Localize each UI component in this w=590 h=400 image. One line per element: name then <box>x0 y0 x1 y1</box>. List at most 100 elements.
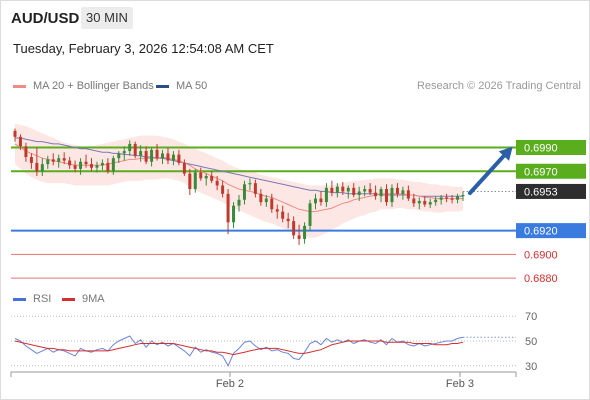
candle-body <box>84 161 88 165</box>
candle-body <box>286 218 290 222</box>
candle-body <box>385 189 389 203</box>
candle-body <box>18 136 22 147</box>
candle-body <box>199 172 203 179</box>
candle-body <box>390 187 394 203</box>
ma20-line <box>14 143 463 213</box>
candle-body <box>188 173 192 190</box>
rsi-tick-50: 50 <box>525 336 537 348</box>
candle-body <box>341 186 345 192</box>
candle-body <box>62 158 66 161</box>
candle-body <box>46 159 50 165</box>
candle-body <box>193 172 197 190</box>
candle-body <box>111 158 115 172</box>
candle-body <box>368 189 372 193</box>
legend-ma20: MA 20 + Bollinger Bands <box>13 80 154 92</box>
candle-body <box>319 198 323 203</box>
rsi-label: RSI <box>33 293 52 305</box>
candle-body <box>79 161 83 169</box>
ma50-label: MA 50 <box>176 80 208 92</box>
candle-body <box>445 197 449 199</box>
legend-9ma: 9MA <box>62 293 105 305</box>
candle-body <box>215 180 219 186</box>
candle-body <box>379 189 383 197</box>
candle-body <box>13 130 17 137</box>
datetime-label: Tuesday, February 3, 2026 12:54:08 AM CE… <box>13 41 274 56</box>
level-tag-0.6990 <box>516 140 586 155</box>
candle-body <box>204 176 208 179</box>
candle-body <box>232 205 236 223</box>
candle-body <box>281 211 285 219</box>
candle-body <box>357 191 361 195</box>
time-tick-label: Feb 2 <box>216 378 244 390</box>
time-tick-label: Feb 3 <box>446 378 474 390</box>
rsi-tick-30: 30 <box>525 361 537 373</box>
candle-body <box>40 164 44 172</box>
candle-body <box>139 151 143 156</box>
candle-body <box>395 187 399 194</box>
candle-body <box>221 185 225 194</box>
candle-body <box>51 159 55 162</box>
candle-body <box>117 153 121 159</box>
candle-body <box>89 164 93 168</box>
candle-body <box>330 187 334 193</box>
candle-body <box>303 225 307 239</box>
candle-body <box>259 193 263 203</box>
bollinger-band <box>15 123 463 238</box>
candle-body <box>292 221 296 236</box>
candle-body <box>106 162 110 172</box>
rsi-swatch <box>13 297 26 301</box>
forecast-arrow-head <box>498 146 513 161</box>
candle-body <box>171 154 175 161</box>
level-label-0.6900: 0.6900 <box>524 249 558 261</box>
candle-body <box>335 186 339 193</box>
candle-body <box>144 151 148 162</box>
ma50-line <box>15 137 463 197</box>
candle-body <box>24 146 28 157</box>
timeframe-button[interactable]: 30 MIN <box>81 7 133 29</box>
rsi-ma-line <box>14 340 464 356</box>
candle-body <box>182 162 186 174</box>
candle-body <box>352 187 356 195</box>
level-label-0.6970: 0.6970 <box>524 166 558 178</box>
candle-body <box>313 198 317 204</box>
symbol-title[interactable]: AUD/USD <box>11 10 80 27</box>
legend-ma50: MA 50 <box>156 80 207 92</box>
candle-body <box>297 235 301 239</box>
ma9-swatch <box>62 297 75 301</box>
level-label-0.6880: 0.6880 <box>524 273 558 285</box>
candle-body <box>412 198 416 204</box>
candle-body <box>456 196 460 200</box>
candle-body <box>264 198 268 203</box>
candle-body <box>122 151 126 154</box>
candle-body <box>363 189 367 192</box>
candle-body <box>150 149 154 162</box>
candle-body <box>68 160 72 166</box>
candle-body <box>434 199 438 203</box>
level-tag-0.6953 <box>516 183 586 199</box>
candle-body <box>308 203 312 226</box>
candle-body <box>242 184 246 200</box>
level-label-0.6953: 0.6953 <box>524 186 558 198</box>
ma20-label: MA 20 + Bollinger Bands <box>33 80 154 92</box>
candle-body <box>439 197 443 200</box>
candle-body <box>57 158 61 162</box>
candle-body <box>461 195 465 197</box>
level-tag-0.6970 <box>516 163 586 179</box>
level-label-0.6920: 0.6920 <box>524 226 558 238</box>
candle-body <box>35 162 39 172</box>
candle-body <box>237 199 241 206</box>
candle-body <box>95 165 99 168</box>
candle-body <box>275 209 279 212</box>
level-label-0.6990: 0.6990 <box>524 143 558 155</box>
candle-body <box>248 183 252 185</box>
candle-body <box>73 165 77 169</box>
rsi-tick-70: 70 <box>525 311 537 323</box>
candle-body <box>133 143 137 156</box>
forecast-arrow-shaft <box>468 151 508 195</box>
candle-body <box>177 154 181 163</box>
candle-body <box>29 157 33 163</box>
candle-body <box>374 192 378 197</box>
candle-body <box>166 153 170 161</box>
candle-body <box>423 200 427 205</box>
